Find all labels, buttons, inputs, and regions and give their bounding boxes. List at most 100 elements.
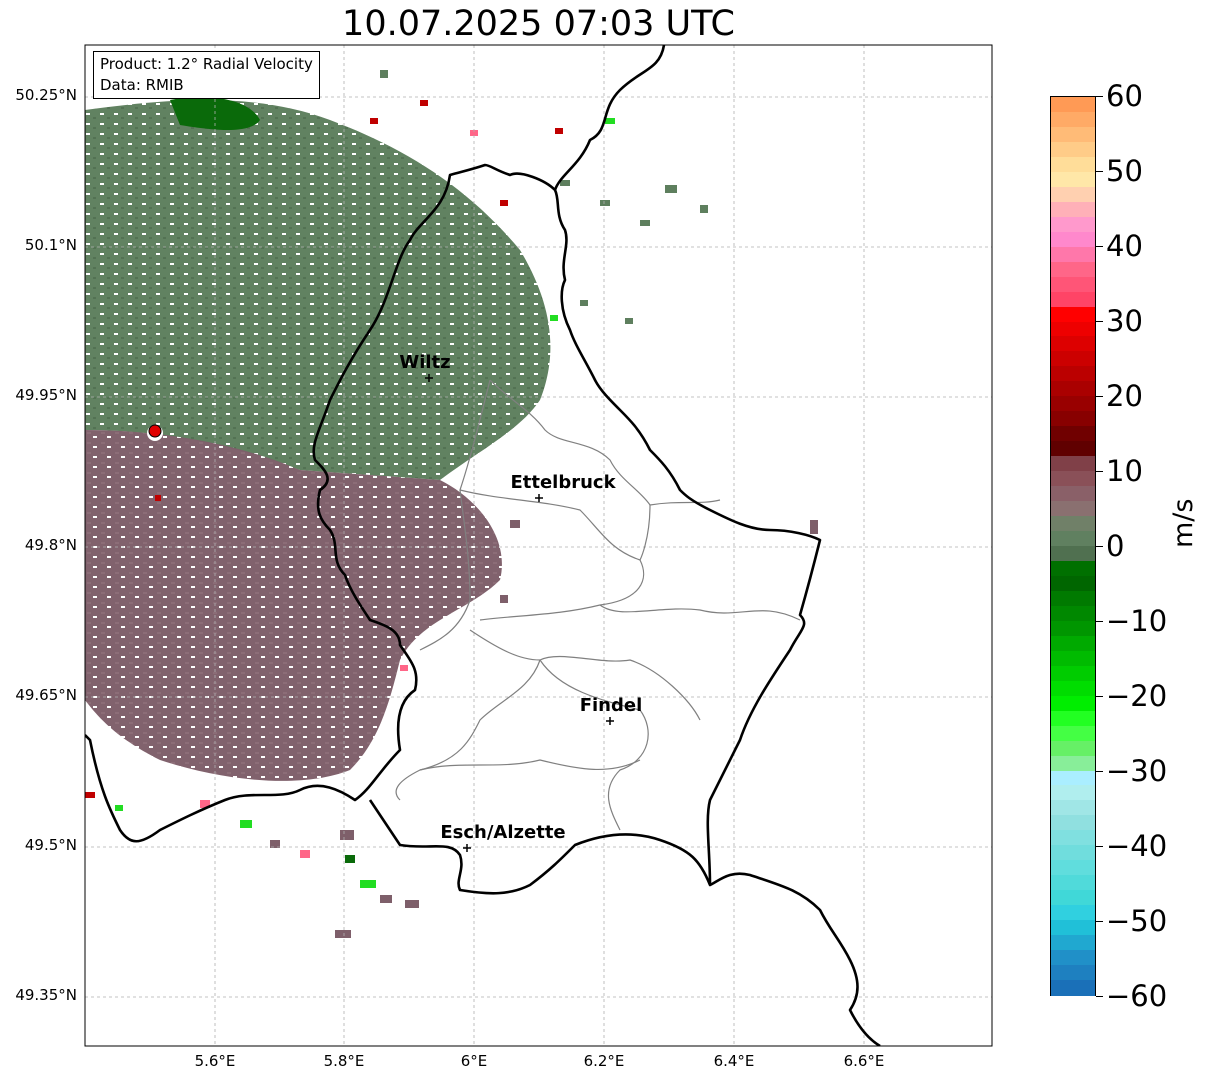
colorbar-segment xyxy=(1051,620,1095,637)
colorbar-segment xyxy=(1051,111,1095,128)
colorbar-segment xyxy=(1051,740,1095,757)
colorbar-segment xyxy=(1051,650,1095,667)
lon-label: 6.2°E xyxy=(583,1052,625,1070)
colorbar-tick-label: 20 xyxy=(1106,379,1143,413)
colorbar-segment xyxy=(1051,246,1095,263)
colorbar-segment xyxy=(1051,755,1095,772)
city-label-wiltz: Wiltz xyxy=(399,352,450,373)
colorbar-segment xyxy=(1051,291,1095,308)
colorbar-tick-mark xyxy=(1096,96,1103,97)
colorbar-segment xyxy=(1051,396,1095,412)
colorbar-tick-label: −60 xyxy=(1106,979,1168,1013)
city-marker-esch xyxy=(463,844,471,852)
colorbar-segment xyxy=(1051,471,1095,487)
colorbar-segment xyxy=(1051,141,1095,158)
colorbar-segment xyxy=(1051,381,1095,397)
colorbar-segment xyxy=(1051,97,1095,113)
colorbar-segment xyxy=(1051,231,1095,248)
lon-label: 6.6°E xyxy=(843,1052,885,1070)
lat-label: 49.95°N xyxy=(15,386,77,404)
colorbar-tick-mark xyxy=(1096,396,1103,397)
colorbar-segment xyxy=(1051,815,1095,831)
colorbar-tick-mark xyxy=(1096,471,1103,472)
lat-label: 50.1°N xyxy=(24,236,77,254)
national-borders xyxy=(85,45,881,1046)
city-label-esch: Esch/Alzette xyxy=(440,822,565,843)
city-label-ettelbruck: Ettelbruck xyxy=(510,472,616,493)
colorbar-tick-mark xyxy=(1096,546,1103,547)
lat-label: 49.35°N xyxy=(15,986,77,1004)
colorbar-segment xyxy=(1051,680,1095,697)
colorbar-segment xyxy=(1051,441,1095,457)
colorbar-segment xyxy=(1051,590,1095,607)
colorbar-tick-label: −40 xyxy=(1106,829,1168,863)
colorbar-segment xyxy=(1051,770,1095,787)
lon-label: 5.6°E xyxy=(194,1052,236,1070)
colorbar-segment xyxy=(1051,965,1095,981)
colorbar-tick-label: 30 xyxy=(1106,304,1143,338)
lat-label: 49.65°N xyxy=(15,686,77,704)
colorbar-segment xyxy=(1051,486,1095,502)
colorbar-segment xyxy=(1051,171,1095,188)
colorbar-segment xyxy=(1051,546,1095,562)
lat-label: 49.8°N xyxy=(24,536,77,554)
city-marker-wiltz xyxy=(425,374,433,382)
colorbar-segment xyxy=(1051,351,1095,367)
colorbar-tick-label: −30 xyxy=(1106,754,1168,788)
map-border xyxy=(84,44,993,1047)
colorbar-segment xyxy=(1051,575,1095,592)
colorbar-segment xyxy=(1051,935,1095,951)
colorbar-segment xyxy=(1051,830,1095,846)
lat-label: 49.5°N xyxy=(24,836,77,854)
colorbar-segment xyxy=(1051,875,1095,891)
colorbar-segment xyxy=(1051,560,1095,577)
colorbar-segment xyxy=(1051,201,1095,218)
lon-label: 6°E xyxy=(460,1052,488,1070)
colorbar-tick-label: −50 xyxy=(1106,904,1168,938)
colorbar-segment xyxy=(1051,635,1095,652)
product-info-box: Product: 1.2° Radial Velocity Data: RMIB xyxy=(93,51,320,99)
colorbar-segment xyxy=(1051,516,1095,532)
radar-green-region xyxy=(85,100,551,480)
colorbar-segment xyxy=(1051,950,1095,966)
colorbar-tick-label: 60 xyxy=(1106,79,1143,113)
colorbar-segment xyxy=(1051,695,1095,712)
colorbar-segment xyxy=(1051,321,1095,338)
colorbar-tick-mark xyxy=(1096,846,1103,847)
colorbar-unit-label: m/s xyxy=(1168,498,1199,548)
colorbar-segment xyxy=(1051,980,1095,996)
city-marker-ettelbruck xyxy=(535,494,543,502)
colorbar-segment xyxy=(1051,605,1095,622)
map-title: 10.07.2025 07:03 UTC xyxy=(342,4,735,44)
data-source-label: Data: RMIB xyxy=(100,76,184,94)
colorbar-tick-label: −10 xyxy=(1106,604,1168,638)
colorbar-tick-mark xyxy=(1096,996,1103,997)
colorbar-segment xyxy=(1051,126,1095,143)
colorbar-segment xyxy=(1051,456,1095,472)
colorbar-tick-mark xyxy=(1096,321,1103,322)
colorbar-segment xyxy=(1051,785,1095,802)
colorbar-segment xyxy=(1051,186,1095,203)
colorbar-tick-mark xyxy=(1096,171,1103,172)
colorbar-tick-label: 10 xyxy=(1106,454,1143,488)
colorbar-segment xyxy=(1051,665,1095,682)
colorbar-tick-mark xyxy=(1096,921,1103,922)
colorbar-segment xyxy=(1051,411,1095,427)
radar-echoes xyxy=(85,70,818,938)
scattered-echoes xyxy=(85,70,818,938)
colorbar-segment xyxy=(1051,531,1095,547)
colorbar-segment xyxy=(1051,261,1095,278)
colorbar-tick-label: 40 xyxy=(1106,229,1143,263)
colorbar-segment xyxy=(1051,725,1095,742)
lon-label: 6.4°E xyxy=(713,1052,755,1070)
colorbar-segment xyxy=(1051,306,1095,323)
colorbar-segment xyxy=(1051,905,1095,921)
canton-boundaries xyxy=(395,379,801,831)
lon-label: 5.8°E xyxy=(323,1052,365,1070)
colorbar-tick-label: 0 xyxy=(1106,529,1125,563)
colorbar-segment xyxy=(1051,276,1095,293)
colorbar-segment xyxy=(1051,860,1095,876)
colorbar-tick-label: 50 xyxy=(1106,154,1143,188)
colorbar-segment xyxy=(1051,336,1095,353)
